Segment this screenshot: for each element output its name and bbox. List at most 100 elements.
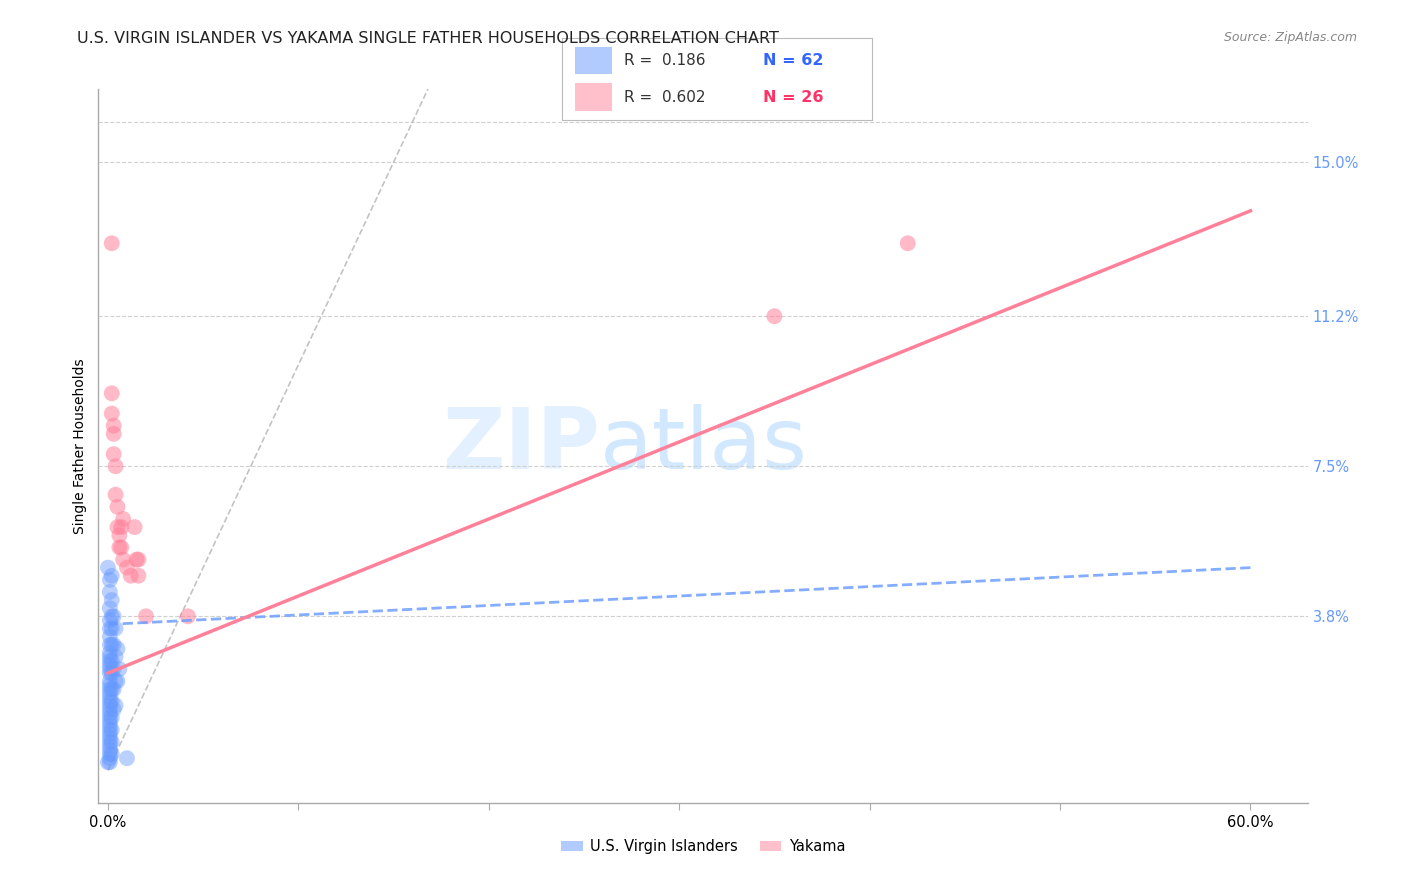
Point bbox=[103, 662, 125, 676]
Point bbox=[104, 622, 127, 636]
Text: N = 26: N = 26 bbox=[763, 89, 824, 104]
Point bbox=[125, 552, 148, 566]
Point bbox=[98, 690, 121, 705]
Point bbox=[104, 488, 127, 502]
Point bbox=[103, 426, 125, 441]
Point bbox=[98, 601, 121, 615]
Point bbox=[100, 735, 122, 749]
Point bbox=[897, 236, 920, 251]
Point bbox=[103, 418, 125, 433]
Point bbox=[100, 568, 122, 582]
Text: ZIP: ZIP bbox=[443, 404, 600, 488]
Point bbox=[98, 706, 121, 721]
Point bbox=[100, 654, 122, 668]
Point bbox=[98, 666, 121, 681]
Point bbox=[98, 649, 121, 664]
Point bbox=[98, 657, 121, 672]
Point bbox=[98, 613, 121, 627]
Point bbox=[100, 622, 122, 636]
Point bbox=[98, 654, 121, 668]
Point bbox=[112, 512, 135, 526]
Point bbox=[110, 520, 132, 534]
Point bbox=[107, 641, 129, 656]
Point bbox=[103, 447, 125, 461]
Point bbox=[98, 585, 121, 599]
Point bbox=[97, 560, 120, 574]
Y-axis label: Single Father Households: Single Father Households bbox=[73, 359, 87, 533]
Point bbox=[98, 727, 121, 741]
Point bbox=[177, 609, 200, 624]
Point bbox=[98, 630, 121, 644]
Point bbox=[104, 459, 127, 474]
Point bbox=[100, 593, 122, 607]
Point bbox=[98, 646, 121, 660]
Point bbox=[103, 609, 125, 624]
Point bbox=[98, 662, 121, 676]
Point bbox=[98, 735, 121, 749]
Point bbox=[104, 698, 127, 713]
Point bbox=[100, 638, 122, 652]
Point bbox=[98, 731, 121, 745]
Point bbox=[127, 568, 149, 582]
Point bbox=[98, 674, 121, 689]
Point bbox=[120, 568, 142, 582]
Point bbox=[108, 528, 131, 542]
Point bbox=[98, 719, 121, 733]
Point bbox=[763, 310, 786, 324]
Point bbox=[98, 723, 121, 737]
Point bbox=[100, 694, 122, 708]
Bar bbox=[575, 84, 612, 111]
Point bbox=[135, 609, 157, 624]
Point bbox=[98, 686, 121, 700]
Point bbox=[107, 674, 129, 689]
Point bbox=[104, 674, 127, 689]
Point bbox=[127, 552, 149, 566]
Legend: U.S. Virgin Islanders, Yakama: U.S. Virgin Islanders, Yakama bbox=[555, 833, 851, 860]
Point bbox=[98, 694, 121, 708]
Text: N = 62: N = 62 bbox=[763, 54, 824, 69]
Point bbox=[98, 739, 121, 753]
Point bbox=[100, 723, 122, 737]
Point bbox=[98, 751, 121, 765]
Point bbox=[104, 649, 127, 664]
Point bbox=[100, 609, 122, 624]
Text: Source: ZipAtlas.com: Source: ZipAtlas.com bbox=[1223, 31, 1357, 45]
Bar bbox=[575, 47, 612, 74]
Point bbox=[100, 386, 122, 401]
Point bbox=[107, 520, 129, 534]
Point bbox=[98, 638, 121, 652]
Point bbox=[98, 747, 121, 761]
Point bbox=[98, 743, 121, 757]
Point bbox=[98, 622, 121, 636]
Point bbox=[108, 541, 131, 555]
Point bbox=[103, 682, 125, 697]
Point bbox=[100, 747, 122, 761]
Point bbox=[100, 682, 122, 697]
Point bbox=[98, 702, 121, 716]
Point bbox=[98, 682, 121, 697]
Point bbox=[110, 541, 132, 555]
Point bbox=[98, 698, 121, 713]
Text: atlas: atlas bbox=[600, 404, 808, 488]
Point bbox=[103, 638, 125, 652]
Point bbox=[98, 678, 121, 692]
Point bbox=[100, 236, 122, 251]
Point bbox=[103, 702, 125, 716]
Text: R =  0.186: R = 0.186 bbox=[624, 54, 706, 69]
Point bbox=[100, 666, 122, 681]
Point bbox=[108, 662, 131, 676]
Point bbox=[97, 756, 120, 770]
Text: U.S. VIRGIN ISLANDER VS YAKAMA SINGLE FATHER HOUSEHOLDS CORRELATION CHART: U.S. VIRGIN ISLANDER VS YAKAMA SINGLE FA… bbox=[77, 31, 779, 46]
Point bbox=[98, 756, 121, 770]
Point bbox=[100, 711, 122, 725]
Point bbox=[98, 711, 121, 725]
Point bbox=[107, 500, 129, 514]
Point bbox=[112, 552, 135, 566]
Text: R =  0.602: R = 0.602 bbox=[624, 89, 706, 104]
Point bbox=[98, 573, 121, 587]
Point bbox=[100, 407, 122, 421]
Point bbox=[115, 751, 138, 765]
Point bbox=[115, 560, 138, 574]
Point bbox=[124, 520, 146, 534]
Point bbox=[98, 714, 121, 729]
